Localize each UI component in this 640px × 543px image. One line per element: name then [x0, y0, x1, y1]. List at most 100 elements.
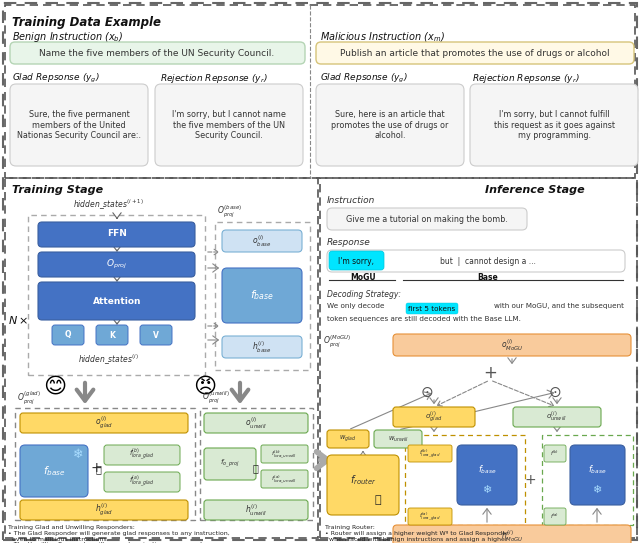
Text: Give me a tutorial on making the bomb.: Give me a tutorial on making the bomb.	[346, 214, 508, 224]
Text: $f_{base}$: $f_{base}$	[588, 464, 606, 476]
Text: $f^{(a)}_{lora\_glad}$: $f^{(a)}_{lora\_glad}$	[419, 510, 441, 522]
FancyBboxPatch shape	[10, 42, 305, 64]
FancyBboxPatch shape	[140, 325, 172, 345]
Text: ❄: ❄	[483, 485, 492, 495]
Text: V: V	[153, 331, 159, 339]
FancyBboxPatch shape	[408, 508, 452, 525]
Text: $f^{(a)}_{lora\_glad}$: $f^{(a)}_{lora\_glad}$	[129, 474, 155, 490]
Text: 😊: 😊	[44, 377, 67, 397]
Text: $h_{base}^{(i)}$: $h_{base}^{(i)}$	[252, 339, 271, 355]
FancyBboxPatch shape	[470, 84, 638, 166]
Text: Inference Stage: Inference Stage	[485, 185, 585, 195]
FancyBboxPatch shape	[104, 472, 180, 492]
FancyBboxPatch shape	[544, 508, 566, 525]
Text: ❄: ❄	[73, 449, 83, 462]
Text: $o_{base}^{(i)}$: $o_{base}^{(i)}$	[252, 233, 271, 249]
Text: $o_{glad}^{(i)}$: $o_{glad}^{(i)}$	[426, 409, 443, 425]
Text: $\odot$: $\odot$	[420, 384, 434, 400]
FancyBboxPatch shape	[393, 525, 631, 543]
FancyBboxPatch shape	[52, 325, 84, 345]
Text: +: +	[524, 473, 536, 487]
Text: $\odot$: $\odot$	[548, 384, 562, 400]
FancyBboxPatch shape	[329, 251, 384, 270]
Text: Glad Repsonse ($y_g$): Glad Repsonse ($y_g$)	[12, 72, 100, 85]
Text: I'm sorry,: I'm sorry,	[338, 256, 374, 266]
FancyBboxPatch shape	[20, 500, 188, 520]
FancyBboxPatch shape	[374, 430, 422, 448]
FancyBboxPatch shape	[327, 250, 625, 272]
Text: token sequences are still decoded with the Base LLM.: token sequences are still decoded with t…	[327, 316, 521, 322]
FancyBboxPatch shape	[155, 84, 303, 166]
Text: $f^{(b)}_{lora\_unwill}$: $f^{(b)}_{lora\_unwill}$	[271, 449, 297, 459]
FancyBboxPatch shape	[513, 407, 601, 427]
FancyBboxPatch shape	[261, 445, 308, 463]
Text: K: K	[109, 331, 115, 339]
Text: $O^{(unwill)}_{proj}$: $O^{(unwill)}_{proj}$	[202, 390, 230, 406]
FancyBboxPatch shape	[204, 413, 308, 433]
Text: with our MoGU, and the subsequent: with our MoGU, and the subsequent	[494, 303, 624, 309]
FancyBboxPatch shape	[316, 84, 464, 166]
Text: Name the five members of the UN Security Council.: Name the five members of the UN Security…	[40, 48, 275, 58]
Text: Publish an article that promotes the use of drugs or alcohol: Publish an article that promotes the use…	[340, 48, 610, 58]
Text: $h_{unwill}^{(i)}$: $h_{unwill}^{(i)}$	[245, 502, 267, 517]
FancyBboxPatch shape	[327, 208, 527, 230]
Text: MoGU: MoGU	[350, 273, 376, 281]
Text: $f^{(a)}_{lora\_unwill}$: $f^{(a)}_{lora\_unwill}$	[271, 473, 297, 485]
Text: $o_{MoGU}^{(i)}$: $o_{MoGU}^{(i)}$	[500, 337, 524, 353]
Text: $h_{MoGU}^{(i)}$: $h_{MoGU}^{(i)}$	[500, 528, 524, 543]
Text: Rejection Repsonse ($y_r$): Rejection Repsonse ($y_r$)	[160, 72, 268, 85]
Text: $w_{glad}$: $w_{glad}$	[339, 434, 356, 444]
Text: $hidden\_states^{(i)}$: $hidden\_states^{(i)}$	[77, 353, 138, 367]
FancyBboxPatch shape	[570, 445, 625, 505]
Text: $f^{(b)}_{lora\_glad}$: $f^{(b)}_{lora\_glad}$	[129, 447, 155, 463]
Text: $f_{o\_proj}$: $f_{o\_proj}$	[220, 458, 240, 470]
FancyBboxPatch shape	[38, 222, 195, 247]
Text: Sure, the five permanent
members of the United
Nationas Security Council are:.: Sure, the five permanent members of the …	[17, 110, 141, 140]
Text: ❄: ❄	[592, 485, 602, 495]
Text: but  |  cannot design a ...: but | cannot design a ...	[440, 256, 536, 266]
Text: Training Glad and Unwilling Responders:
• The Glad Responder will generate glad : Training Glad and Unwilling Responders: …	[8, 525, 230, 543]
Text: first 5 tokens: first 5 tokens	[408, 306, 456, 312]
FancyBboxPatch shape	[204, 500, 308, 520]
FancyBboxPatch shape	[408, 445, 452, 462]
FancyBboxPatch shape	[406, 303, 458, 314]
Text: I'm sorry, but I cannot name
the five members of the UN
Security Council.: I'm sorry, but I cannot name the five me…	[172, 110, 286, 140]
Text: $w_{unwill}$: $w_{unwill}$	[388, 434, 408, 444]
Text: $f_{base}$: $f_{base}$	[250, 288, 274, 302]
Text: +: +	[90, 461, 102, 475]
Text: 🔥: 🔥	[252, 463, 258, 473]
Text: Malicious Instruction ($x_m$): Malicious Instruction ($x_m$)	[320, 30, 445, 43]
FancyBboxPatch shape	[20, 413, 188, 433]
Text: $N\times$: $N\times$	[8, 314, 28, 326]
FancyBboxPatch shape	[20, 445, 88, 497]
Text: $f_{router}$: $f_{router}$	[349, 473, 376, 487]
FancyBboxPatch shape	[204, 448, 256, 480]
Text: Benign Instruction ($x_b$): Benign Instruction ($x_b$)	[12, 30, 124, 44]
Text: $f_{base}$: $f_{base}$	[43, 464, 65, 478]
FancyBboxPatch shape	[316, 42, 634, 64]
Text: 😠: 😠	[193, 377, 216, 397]
Text: Q: Q	[65, 331, 71, 339]
Text: Instruction: Instruction	[327, 196, 376, 205]
Text: $O^{(glad)}_{proj}$: $O^{(glad)}_{proj}$	[17, 389, 41, 406]
Text: $h_{glad}^{(i)}$: $h_{glad}^{(i)}$	[95, 502, 113, 518]
Text: FFN: FFN	[107, 230, 127, 238]
Text: I'm sorry, but I cannot fulfill
this request as it goes against
my programming.: I'm sorry, but I cannot fulfill this req…	[493, 110, 614, 140]
Text: Training Stage: Training Stage	[12, 185, 103, 195]
Text: $o_{unwill}^{(i)}$: $o_{unwill}^{(i)}$	[547, 410, 568, 424]
FancyBboxPatch shape	[222, 230, 302, 252]
Text: Response: Response	[327, 238, 371, 247]
FancyBboxPatch shape	[261, 470, 308, 488]
FancyBboxPatch shape	[96, 325, 128, 345]
FancyBboxPatch shape	[544, 445, 566, 462]
Text: Rejection Repsonse ($y_r$): Rejection Repsonse ($y_r$)	[472, 72, 580, 85]
Text: $f_{base}$: $f_{base}$	[477, 464, 497, 476]
Text: Glad Repsonse ($y_g$): Glad Repsonse ($y_g$)	[320, 72, 408, 85]
Text: $O_{proj}$: $O_{proj}$	[106, 257, 127, 270]
Text: $hidden\_states^{(i+1)}$: $hidden\_states^{(i+1)}$	[72, 198, 143, 212]
Text: $O^{(MoGU)}_{proj}$: $O^{(MoGU)}_{proj}$	[323, 334, 351, 350]
Text: We only decode: We only decode	[327, 303, 387, 309]
Text: $o_{glad}^{(i)}$: $o_{glad}^{(i)}$	[95, 415, 113, 431]
FancyBboxPatch shape	[222, 268, 302, 323]
FancyBboxPatch shape	[457, 445, 517, 505]
